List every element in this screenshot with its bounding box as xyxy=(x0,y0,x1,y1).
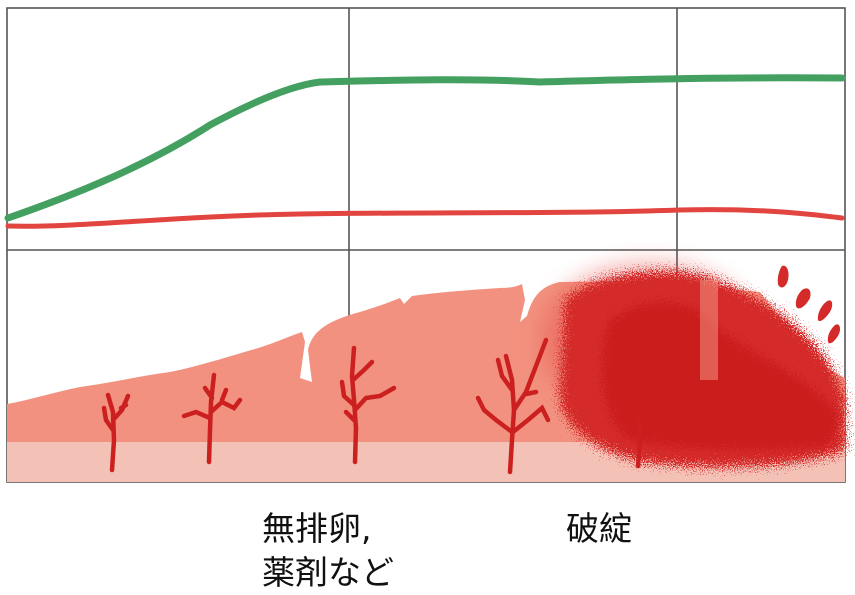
blood-drop-icon xyxy=(795,288,811,309)
vessels xyxy=(101,337,643,475)
vessel-2 xyxy=(181,372,243,465)
vessel-4 xyxy=(475,337,551,475)
red-curve xyxy=(5,207,845,229)
blood-drop-icon xyxy=(777,265,789,288)
bleeding-area xyxy=(540,260,845,468)
blood-drops xyxy=(777,265,841,344)
label-breakdown: 破綻 xyxy=(566,509,632,548)
vessel-1 xyxy=(101,392,131,473)
green-curve xyxy=(4,74,846,222)
blood-drop-icon xyxy=(827,324,841,344)
vessel-3 xyxy=(339,345,397,465)
label-anovulation: 無排卵, 薬剤など xyxy=(262,507,394,595)
vessel-5 xyxy=(635,417,643,469)
blood-drop-icon xyxy=(817,300,833,322)
label-anovulation-line1: 無排卵, xyxy=(262,509,372,548)
label-anovulation-line2: 薬剤など xyxy=(262,553,394,592)
